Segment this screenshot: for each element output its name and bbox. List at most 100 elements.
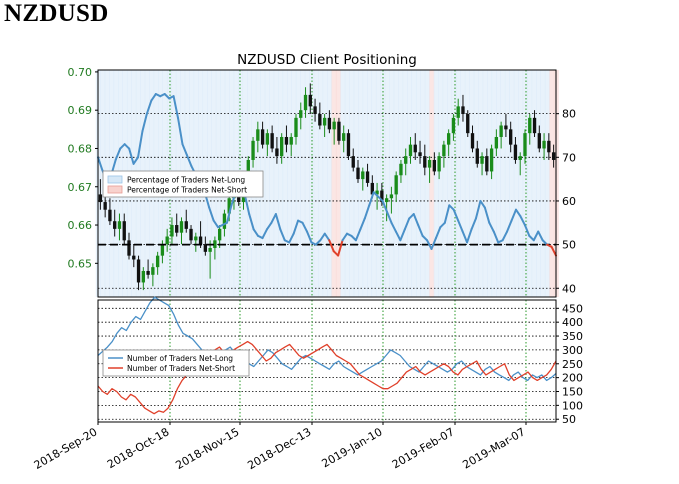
left-axis-tick-label: 0.70: [68, 66, 93, 79]
net-long-percent-segment: [137, 130, 144, 159]
bottom-right-axis-tick-label: 400: [562, 316, 583, 329]
net-long-percent-segment: [466, 228, 473, 244]
net-long-percent-segment: [252, 228, 260, 237]
sentiment-shade: [327, 70, 333, 297]
price-candle-body: [356, 167, 360, 180]
sentiment-shade: [540, 70, 546, 297]
price-candle-body: [408, 144, 413, 157]
x-axis-tick-label: 2018-Dec-13: [245, 425, 313, 472]
price-candle-body: [494, 136, 499, 149]
sentiment-shade: [318, 70, 324, 297]
price-candle-body: [432, 159, 437, 172]
net-long-percent-segment: [457, 219, 464, 233]
legend-swatch-net-short: [107, 185, 123, 194]
price-candle-body: [256, 129, 260, 141]
net-long-percent-segment: [381, 199, 389, 213]
net-long-percent-segment: [492, 230, 500, 244]
sentiment-shade: [451, 70, 457, 297]
price-candle-body: [418, 152, 422, 157]
price-candle-body: [513, 144, 518, 160]
net-long-percent-segment: [399, 228, 406, 242]
net-long-percent-segment: [443, 204, 451, 224]
price-candle-body: [141, 270, 145, 283]
sentiment-shade: [282, 70, 288, 297]
price-candle-body: [275, 148, 279, 157]
net-long-percent-segment: [314, 239, 322, 246]
net-long-percent-segment: [128, 147, 135, 165]
price-candle-body: [217, 228, 222, 241]
net-long-percent-segment: [97, 156, 104, 172]
net-long-percent-segment: [523, 223, 531, 237]
sentiment-shade: [447, 70, 453, 297]
net-long-percent-segment: [417, 223, 424, 237]
price-candle-body: [327, 117, 332, 130]
price-candle-body: [270, 133, 274, 149]
price-candle-body: [427, 159, 432, 168]
x-axis-tick-label: 2019-Jan-10: [320, 425, 385, 470]
net-long-percent-segment: [181, 143, 188, 157]
net-long-percent-segment: [301, 221, 308, 233]
net-long-percent-segment: [150, 93, 157, 102]
net-long-percent-segment: [377, 195, 384, 202]
price-candle-body: [179, 221, 184, 233]
sentiment-shade: [313, 70, 319, 297]
price-candle-body: [332, 121, 336, 130]
price-candle-body: [160, 244, 165, 256]
price-candle-body: [284, 136, 289, 145]
sentiment-shade: [455, 70, 461, 297]
net-long-percent-segment: [145, 99, 153, 115]
legend-label-net-long: Percentage of Traders Net-Long: [127, 176, 245, 185]
net-long-percent-segment: [448, 204, 455, 211]
price-candle-body: [485, 156, 489, 172]
left-axis-tick-label: 0.66: [68, 219, 93, 232]
price-candle-body: [365, 171, 370, 183]
net-long-percent-segment: [421, 234, 429, 242]
price-candle-body: [189, 228, 193, 241]
net-long-percent-segment: [474, 199, 482, 220]
net-long-percent-segment: [141, 112, 148, 133]
sentiment-shade: [291, 70, 297, 297]
price-candle-body: [337, 121, 341, 141]
price-candle-body: [351, 156, 355, 168]
sentiment-shade: [549, 70, 555, 297]
net-long-percent-segment: [532, 230, 540, 242]
legend-label-net-short: Percentage of Traders Net-Short: [127, 186, 247, 195]
sentiment-shade: [344, 70, 350, 297]
price-candle-body: [117, 221, 122, 229]
price-candle-body: [222, 213, 227, 229]
top-panel: 0.65 0.66 0.67 0.68 0.69 0.70 40 50 60 70 80 Percen…: [68, 66, 576, 298]
price-candle-body: [318, 114, 322, 126]
price-candle-body: [537, 133, 541, 149]
price-candle-body: [461, 106, 465, 115]
net-long-percent-segment: [519, 215, 526, 226]
price-candle-body: [413, 144, 417, 153]
sentiment-shade: [527, 70, 533, 297]
sentiment-shade: [367, 70, 373, 297]
sentiment-shade: [424, 70, 430, 297]
net-long-percent-segment: [261, 228, 268, 240]
price-candle-body: [551, 152, 556, 160]
x-axis-tick-label: 2018-Nov-15: [173, 425, 241, 472]
price-candle-body: [446, 133, 451, 145]
price-candle-body: [260, 129, 265, 145]
net-long-percent-segment: [292, 219, 300, 235]
sentiment-shade: [482, 70, 488, 297]
bottom-right-axis-tick-label: 150: [562, 386, 583, 399]
price-candle-body: [442, 144, 446, 157]
price-candle-body: [423, 156, 427, 168]
sentiment-shade: [407, 70, 413, 297]
net-long-percent-segment: [372, 191, 380, 198]
price-candle-body: [499, 125, 503, 137]
price-candle-body: [151, 267, 155, 275]
sentiment-shade: [504, 70, 510, 297]
net-long-percent-segment: [319, 232, 326, 242]
price-candle-body: [480, 156, 484, 164]
price-candle-body: [165, 236, 169, 245]
net-long-percent-segment: [514, 208, 522, 218]
net-long-percent-segment: [386, 210, 393, 224]
net-long-percent-segment: [541, 239, 549, 246]
net-long-percent-segment: [177, 117, 184, 146]
net-long-percent-segment: [270, 213, 277, 224]
sentiment-shade: [487, 70, 493, 297]
price-candle-body: [246, 159, 250, 180]
